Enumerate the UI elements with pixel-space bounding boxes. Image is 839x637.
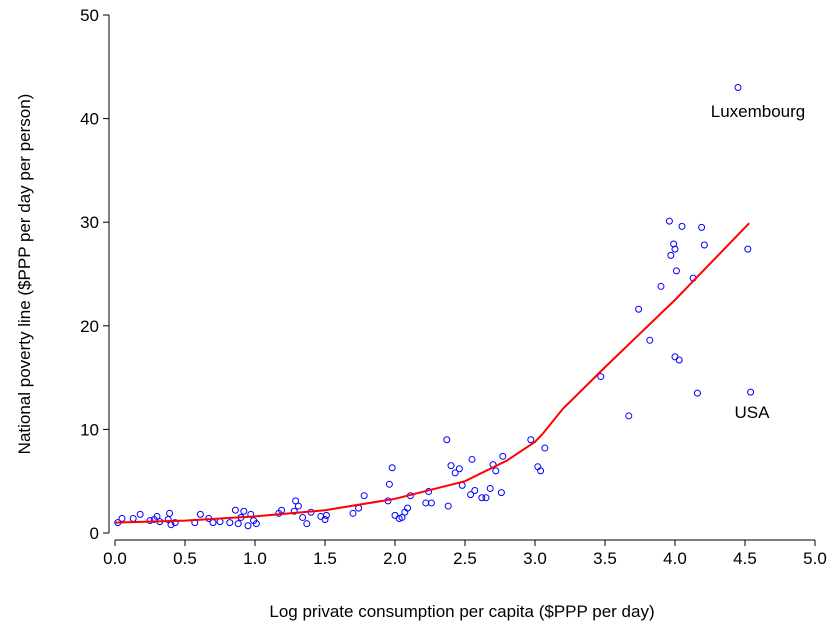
y-tick-label: 20	[80, 317, 99, 336]
fit-line	[114, 222, 750, 524]
scatter-point	[667, 251, 675, 259]
scatter-point	[455, 465, 463, 473]
scatter-point	[290, 507, 298, 515]
scatter-point	[136, 510, 144, 518]
x-tick-label: 2.5	[453, 549, 477, 568]
scatter-point	[226, 519, 234, 527]
scatter-point	[252, 520, 260, 528]
x-tick-label: 4.5	[733, 549, 757, 568]
x-tick-label: 2.0	[383, 549, 407, 568]
scatter-point	[303, 520, 311, 528]
scatter-point	[670, 240, 678, 248]
scatter-point	[671, 245, 679, 253]
scatter-point	[321, 516, 329, 524]
scatter-point	[444, 502, 452, 510]
scatter-point	[388, 464, 396, 472]
x-tick-label: 4.0	[663, 549, 687, 568]
scatter-point	[478, 494, 486, 502]
scatter-point	[317, 512, 325, 520]
annotation: Luxembourg	[711, 102, 806, 121]
scatter-point	[164, 516, 172, 524]
scatter-point	[447, 462, 455, 470]
scatter-point	[541, 444, 549, 452]
x-tick-label: 1.5	[313, 549, 337, 568]
scatter-point	[646, 336, 654, 344]
scatter-point	[675, 356, 683, 364]
x-tick-label: 3.0	[523, 549, 547, 568]
scatter-point	[234, 520, 242, 528]
scatter-point	[196, 510, 204, 518]
scatter-point	[209, 519, 217, 527]
y-tick-label: 30	[80, 213, 99, 232]
scatter-point	[537, 467, 545, 475]
x-tick-label: 3.5	[593, 549, 617, 568]
scatter-point	[398, 513, 406, 521]
scatter-point	[597, 373, 605, 381]
scatter-point	[625, 412, 633, 420]
y-tick-label: 10	[80, 420, 99, 439]
scatter-point	[240, 507, 248, 515]
y-axis-label: National poverty line ($PPP per day per …	[15, 94, 34, 455]
x-tick-label: 0.5	[173, 549, 197, 568]
y-tick-label: 50	[80, 6, 99, 25]
scatter-point	[322, 511, 330, 519]
y-tick-label: 0	[90, 524, 99, 543]
scatter-point	[129, 514, 137, 522]
scatter-point	[166, 509, 174, 517]
scatter-point	[471, 487, 479, 495]
scatter-point	[665, 217, 673, 225]
scatter-point	[360, 492, 368, 500]
scatter-point	[678, 222, 686, 230]
x-tick-label: 1.0	[243, 549, 267, 568]
scatter-point	[693, 389, 701, 397]
x-tick-label: 5.0	[803, 549, 827, 568]
scatter-point	[292, 497, 300, 505]
scatter-point	[700, 241, 708, 249]
scatter-point	[299, 513, 307, 521]
scatter-point	[231, 506, 239, 514]
scatter-point	[468, 455, 476, 463]
scatter-point	[443, 436, 451, 444]
scatter-point	[385, 480, 393, 488]
annotation: USA	[735, 403, 771, 422]
scatter-point	[492, 467, 500, 475]
scatter-point	[499, 452, 507, 460]
scatter-point	[294, 502, 302, 510]
scatter-point	[734, 84, 742, 92]
scatter-point	[671, 353, 679, 361]
scatter-point	[171, 519, 179, 527]
scatter-point	[391, 511, 399, 519]
scatter-point	[244, 522, 252, 530]
scatter-point	[427, 499, 435, 507]
scatter-point	[349, 509, 357, 517]
scatter-point	[404, 504, 412, 512]
scatter-point	[451, 469, 459, 477]
scatter-point	[698, 223, 706, 231]
scatter-point	[153, 512, 161, 520]
scatter-point	[118, 514, 126, 522]
scatter-point	[744, 245, 752, 253]
scatter-point	[635, 305, 643, 313]
scatter-point	[497, 489, 505, 497]
scatter-point	[486, 484, 494, 492]
scatter-point	[747, 388, 755, 396]
x-tick-label: 0.0	[103, 549, 127, 568]
scatter-point	[482, 494, 490, 502]
scatter-point	[657, 282, 665, 290]
x-axis-label: Log private consumption per capita ($PPP…	[269, 602, 654, 621]
scatter-point	[527, 436, 535, 444]
scatter-point	[467, 491, 475, 499]
scatter-point	[672, 267, 680, 275]
y-tick-label: 40	[80, 110, 99, 129]
